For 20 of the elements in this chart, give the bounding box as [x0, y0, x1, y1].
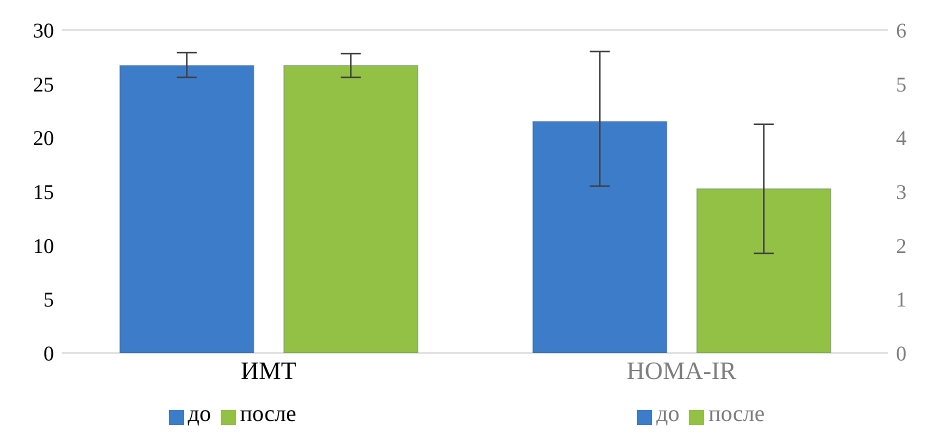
y-tick-label: 25 [33, 72, 54, 96]
y-tick-label: 10 [33, 234, 54, 258]
y2-tick-label: 5 [896, 72, 906, 96]
legend-label: до [188, 401, 211, 426]
y2-tick-label: 6 [896, 18, 906, 42]
y2-tick-label: 3 [896, 180, 906, 204]
legend-label: до [656, 401, 680, 426]
legend-label: после [708, 401, 765, 426]
legend-label: после [240, 401, 296, 426]
y-tick-label: 15 [33, 180, 54, 204]
y2-tick-label: 0 [896, 341, 906, 366]
y2-tick-label: 4 [896, 126, 907, 150]
y-tick-label: 0 [44, 341, 54, 366]
x-tick-label: ИМТ [240, 358, 296, 385]
y-tick-label: 5 [44, 288, 54, 312]
y-tick-label: 30 [33, 18, 54, 42]
x-tick-label: HOMA-IR [626, 358, 737, 385]
y2-tick-label: 1 [896, 288, 906, 312]
y-tick-label: 20 [33, 126, 54, 150]
y2-tick-label: 2 [896, 234, 906, 258]
